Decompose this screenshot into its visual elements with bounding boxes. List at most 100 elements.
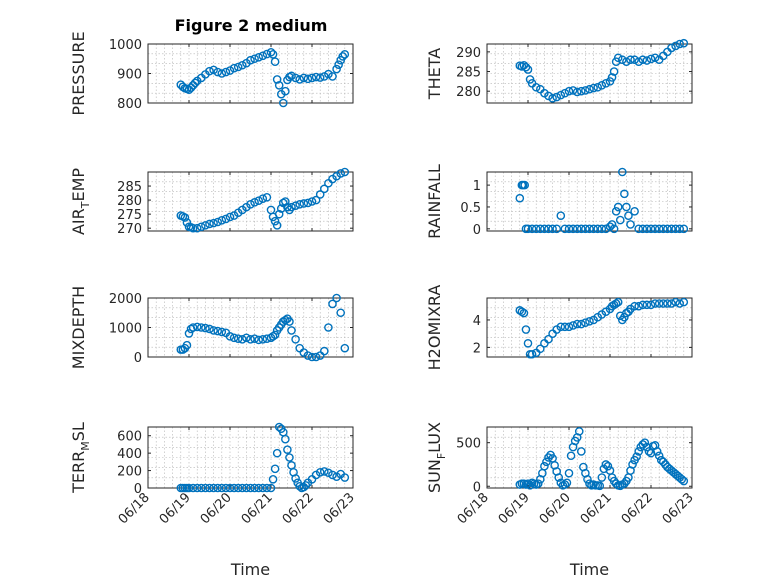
y-tick-label: 290 bbox=[456, 46, 481, 61]
data-point bbox=[209, 218, 218, 228]
data-point bbox=[634, 57, 644, 67]
data-point bbox=[319, 346, 329, 356]
data-point bbox=[250, 334, 259, 344]
data-point bbox=[589, 224, 598, 234]
data-point bbox=[217, 69, 227, 78]
data-point bbox=[287, 202, 296, 212]
y-tick-label: 900 bbox=[117, 68, 142, 83]
data-point bbox=[630, 207, 639, 216]
data-point bbox=[577, 224, 586, 234]
data-point bbox=[663, 224, 672, 234]
data-point bbox=[527, 224, 537, 234]
data-point bbox=[217, 216, 227, 225]
data-point bbox=[556, 211, 566, 221]
data-point bbox=[336, 308, 346, 318]
data-point bbox=[266, 483, 276, 493]
data-point bbox=[593, 82, 603, 92]
data-point bbox=[620, 189, 629, 199]
data-point bbox=[646, 54, 656, 64]
data-point bbox=[311, 195, 321, 205]
data-point bbox=[585, 224, 594, 234]
y-tick-label: 800 bbox=[117, 97, 142, 112]
y-tick-label: 0 bbox=[134, 482, 142, 497]
data-point bbox=[568, 321, 578, 330]
x-tick-label: 06/19 bbox=[496, 490, 533, 527]
data-point bbox=[613, 202, 623, 212]
data-point bbox=[601, 79, 611, 88]
data-point bbox=[324, 468, 333, 478]
data-point bbox=[597, 224, 607, 234]
data-point bbox=[531, 82, 541, 92]
y-axis-label: RAINFALL bbox=[425, 164, 444, 239]
data-point bbox=[192, 322, 202, 332]
data-point bbox=[597, 473, 607, 482]
data-point bbox=[303, 198, 313, 208]
data-point bbox=[319, 467, 329, 476]
data-point bbox=[540, 224, 549, 234]
y-axis-label: MIXDEPTH bbox=[69, 286, 88, 369]
data-point bbox=[233, 334, 243, 344]
subplot-5: 0 1000 2000 MIXDEPTH bbox=[69, 286, 354, 369]
data-point bbox=[652, 447, 662, 456]
y-tick-label: 500 bbox=[456, 437, 481, 452]
data-point bbox=[262, 192, 272, 202]
data-point bbox=[613, 53, 623, 63]
data-point bbox=[332, 293, 341, 303]
data-point bbox=[542, 457, 551, 467]
data-point bbox=[572, 224, 582, 234]
data-point bbox=[237, 483, 247, 493]
data-point bbox=[246, 200, 255, 209]
data-point bbox=[644, 447, 654, 456]
data-point bbox=[548, 224, 557, 234]
subplot-6: 2 4 H2OMIXRA bbox=[425, 285, 693, 370]
data-point bbox=[246, 483, 255, 493]
data-point bbox=[213, 483, 222, 493]
data-point bbox=[675, 299, 685, 308]
data-point bbox=[299, 199, 309, 208]
data-point bbox=[626, 55, 635, 65]
data-point bbox=[622, 202, 631, 212]
data-point bbox=[533, 479, 543, 488]
data-point bbox=[609, 67, 619, 76]
data-point bbox=[254, 483, 264, 493]
data-point bbox=[254, 196, 264, 205]
subplot-8: 0 500 06/18 06/19 06/20 06/21 06/22 06/23 SUNFLU… bbox=[425, 422, 697, 579]
y-axis-label: PRESSURE bbox=[69, 31, 88, 115]
y-tick-label: 0 bbox=[134, 351, 142, 366]
subplot-1: 800 900 1000 PRESSURE bbox=[69, 31, 354, 116]
data-point bbox=[303, 351, 313, 360]
data-point bbox=[574, 427, 584, 436]
data-point bbox=[531, 224, 541, 234]
data-point bbox=[595, 481, 605, 491]
data-point bbox=[650, 224, 660, 234]
data-point bbox=[311, 352, 321, 362]
data-point bbox=[624, 211, 633, 221]
data-point bbox=[628, 460, 637, 469]
data-point bbox=[295, 481, 305, 491]
data-point bbox=[281, 86, 290, 96]
data-point bbox=[276, 204, 286, 213]
data-point bbox=[572, 319, 582, 329]
data-point bbox=[250, 54, 259, 64]
data-point bbox=[272, 448, 282, 458]
data-point bbox=[560, 88, 570, 98]
data-point bbox=[622, 57, 631, 67]
data-point bbox=[659, 299, 668, 308]
data-point bbox=[581, 318, 590, 327]
y-axis-label-main: TERR bbox=[69, 451, 88, 494]
data-point bbox=[607, 220, 617, 229]
data-point bbox=[638, 300, 648, 310]
data-point bbox=[536, 224, 545, 234]
data-point bbox=[258, 483, 268, 493]
data-point bbox=[677, 474, 687, 484]
data-point bbox=[603, 461, 613, 471]
data-point bbox=[295, 200, 305, 209]
y-tick-label: 1000 bbox=[109, 322, 142, 337]
data-point bbox=[281, 434, 290, 444]
data-point bbox=[188, 323, 198, 332]
data-point bbox=[667, 299, 676, 308]
data-point bbox=[205, 483, 214, 493]
data-point bbox=[196, 483, 206, 493]
